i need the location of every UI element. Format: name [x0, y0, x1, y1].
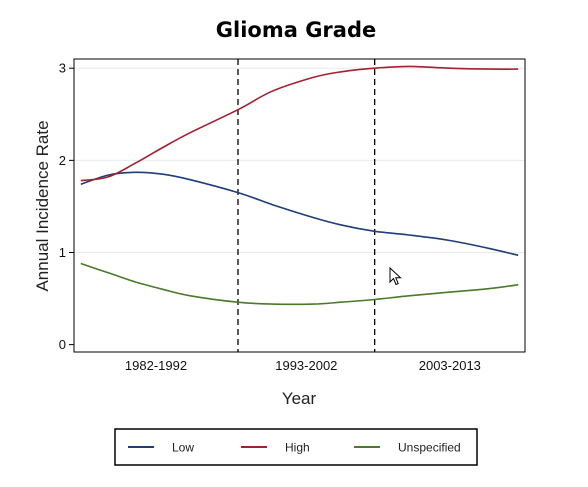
series-line-high — [80, 65, 519, 182]
y-tick-label: 1 — [59, 245, 66, 260]
y-tick-label: 0 — [59, 337, 66, 352]
legend-label-low: Low — [172, 441, 194, 455]
x-axis: 1982-1992 1993-2002 2003-2013 — [125, 358, 481, 373]
x-tick-label: 2003-2013 — [419, 358, 481, 373]
legend: Low High Unspecified — [114, 428, 478, 466]
x-tick-label: 1993-2002 — [275, 358, 337, 373]
series-line-low — [80, 171, 519, 257]
legend-box — [114, 428, 478, 466]
y-tick-label: 2 — [59, 153, 66, 168]
mouse-cursor-icon — [389, 267, 402, 286]
legend-label-unspecified: Unspecified — [398, 441, 461, 455]
period-dividers — [237, 59, 376, 352]
plot-frame — [73, 58, 526, 353]
y-tick-label: 3 — [59, 61, 66, 76]
x-axis-label: Year — [282, 389, 317, 408]
series-lines — [80, 65, 519, 306]
series-line-unspecified — [80, 262, 519, 306]
y-axis-label: Annual Incidence Rate — [33, 120, 52, 291]
x-tick-label: 1982-1992 — [125, 358, 187, 373]
chart-title: Glioma Grade — [216, 18, 376, 42]
legend-label-high: High — [285, 441, 310, 455]
y-axis: 0 1 2 3 — [59, 61, 74, 352]
